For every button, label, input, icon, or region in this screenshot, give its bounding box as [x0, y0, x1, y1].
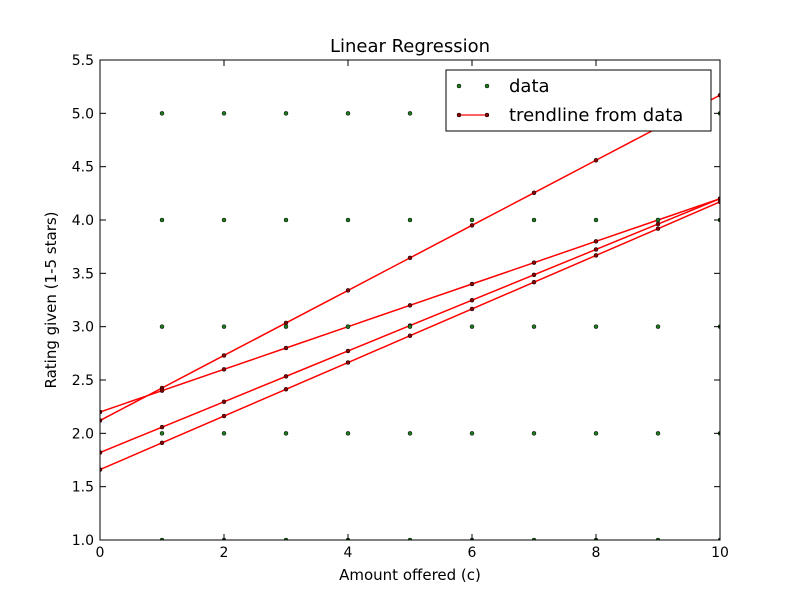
data-point [159, 111, 165, 116]
trendline-marker [159, 388, 165, 393]
data-point [469, 324, 475, 329]
data-point [469, 217, 475, 223]
x-tick-label: 4 [344, 545, 353, 561]
y-tick-label: 5.5 [72, 53, 94, 69]
data-point [531, 217, 537, 223]
trendline-marker [221, 367, 227, 372]
chart-title: Linear Regression [330, 36, 490, 57]
trendline-marker [407, 333, 413, 338]
x-tick-label: 8 [592, 545, 601, 561]
y-tick-label: 2.0 [72, 426, 94, 442]
trendline-marker [469, 281, 475, 287]
data-point [593, 217, 599, 223]
trendline-marker [283, 387, 289, 392]
data-point [655, 324, 661, 329]
data-point [655, 217, 661, 223]
data-point [407, 431, 413, 436]
trendline-marker [221, 399, 227, 405]
data-point [221, 431, 227, 436]
data-point [531, 431, 537, 436]
data-point [407, 111, 413, 116]
trendline-marker [593, 239, 599, 244]
trendline-marker [283, 374, 289, 379]
data-point [345, 111, 351, 116]
y-tick-label: 1.0 [72, 533, 94, 549]
legend-data-marker-right [484, 83, 490, 89]
trendline-marker [531, 190, 537, 196]
y-tick-label: 3.0 [72, 320, 94, 336]
data-point [345, 217, 351, 223]
trendline-marker [469, 223, 475, 228]
trendline-marker [159, 440, 165, 446]
data-point [159, 217, 165, 223]
trendline-marker [345, 348, 351, 354]
data-point [469, 431, 475, 436]
trendline-marker [469, 297, 475, 303]
y-tick-label: 3.5 [72, 266, 94, 282]
x-axis-label: Amount offered (c) [339, 566, 481, 584]
x-tick-label: 6 [468, 545, 477, 561]
y-axis-label: Rating given (1-5 stars) [42, 211, 60, 388]
trendline-marker [593, 253, 599, 258]
legend-trend-marker-right [484, 112, 490, 118]
legend: data trendline from data [445, 69, 712, 132]
data-point [531, 324, 537, 329]
trendline-marker [221, 353, 227, 358]
y-tick-label: 4.5 [72, 160, 94, 176]
legend-data-marker-left [456, 83, 462, 89]
trendline-marker [655, 221, 661, 227]
data-point [407, 324, 413, 329]
trendline-marker [283, 345, 289, 351]
y-tick-label: 4.0 [72, 213, 94, 229]
data-point [345, 324, 351, 329]
x-axis-ticks: 0 2 4 6 8 10 [96, 60, 729, 561]
data-point [221, 111, 227, 116]
trendline-marker [345, 360, 351, 365]
data-point [221, 324, 227, 329]
data-point [345, 431, 351, 436]
trendline-marker [221, 413, 227, 419]
trendline-marker [531, 272, 537, 278]
x-tick-label: 2 [220, 545, 229, 561]
data-point [159, 324, 165, 329]
legend-trend-marker-left [456, 112, 462, 118]
trendline-marker [531, 260, 537, 265]
trendlines [100, 92, 720, 472]
data-point [407, 217, 413, 223]
data-point [593, 431, 599, 436]
trendline-marker [655, 226, 661, 231]
legend-label-data: data [509, 76, 550, 97]
y-tick-label: 5.0 [72, 106, 94, 122]
x-tick-label: 0 [96, 545, 105, 561]
data-point [159, 431, 165, 436]
trendline-marker [283, 320, 289, 326]
trendline-marker [345, 288, 351, 293]
trendline-marker [593, 247, 599, 252]
legend-label-trendline: trendline from data [509, 105, 683, 126]
data-point [283, 431, 289, 436]
data-point [593, 324, 599, 329]
y-tick-label: 1.5 [72, 480, 94, 496]
trendline-marker [407, 303, 413, 308]
legend-box [445, 69, 712, 132]
data-point [283, 111, 289, 116]
trendline-marker [469, 306, 475, 312]
x-tick-label: 10 [711, 545, 729, 561]
data-point [283, 324, 289, 329]
trendline-marker [593, 158, 599, 163]
data-point [655, 431, 661, 436]
plot-frame [99, 59, 721, 541]
trendline-marker [407, 255, 413, 261]
y-axis-ticks: 1.0 1.5 2.0 2.5 3.0 3.5 4.0 4.5 5.0 5.5 [72, 53, 720, 549]
data-point [221, 217, 227, 223]
y-tick-label: 2.5 [72, 373, 94, 389]
trendline-marker [531, 279, 537, 285]
plot-area [100, 60, 720, 540]
trendline-marker [159, 424, 165, 430]
data-point [283, 217, 289, 223]
